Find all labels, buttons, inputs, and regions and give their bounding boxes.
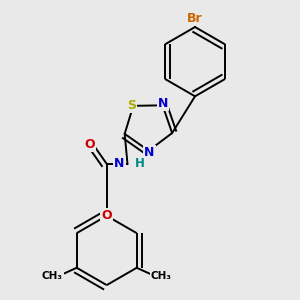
Text: H: H xyxy=(135,158,145,170)
Text: CH₃: CH₃ xyxy=(150,272,171,281)
Text: CH₃: CH₃ xyxy=(42,272,63,281)
Text: O: O xyxy=(101,209,112,222)
Text: N: N xyxy=(158,97,169,110)
Text: Br: Br xyxy=(187,12,203,25)
Text: S: S xyxy=(127,99,136,112)
Text: N: N xyxy=(144,146,154,159)
Text: O: O xyxy=(84,138,95,151)
Text: N: N xyxy=(114,158,125,170)
